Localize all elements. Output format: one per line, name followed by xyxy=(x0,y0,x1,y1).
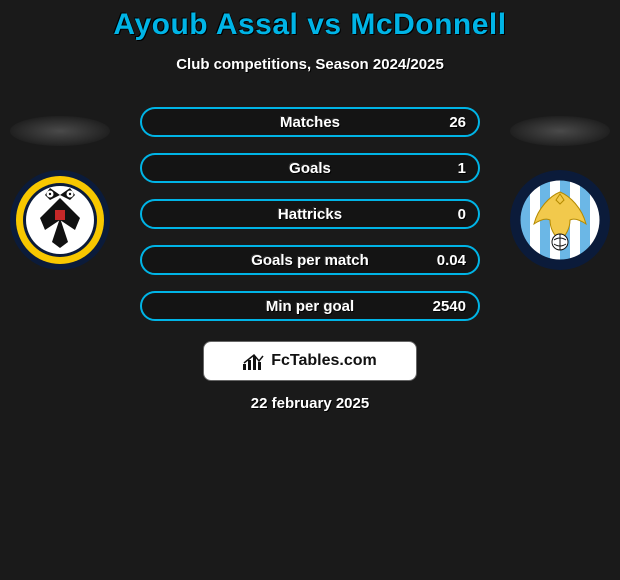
stat-label: Matches xyxy=(280,114,340,131)
stat-label: Min per goal xyxy=(266,298,354,315)
page-title: Ayoub Assal vs McDonnell xyxy=(0,0,620,42)
player-photo-placeholder xyxy=(10,116,110,146)
stat-right-value: 26 xyxy=(449,109,466,135)
stat-right-value: 0 xyxy=(458,201,466,227)
subtitle: Club competitions, Season 2024/2025 xyxy=(0,56,620,73)
attribution-text: FcTables.com xyxy=(271,352,377,370)
stat-right-value: 0.04 xyxy=(437,247,466,273)
stat-row: Min per goal 2540 xyxy=(140,291,480,321)
attribution-box: FcTables.com xyxy=(203,341,417,381)
club-crest-left xyxy=(10,170,110,270)
date-label: 22 february 2025 xyxy=(0,395,620,412)
stat-label: Hattricks xyxy=(278,206,342,223)
stat-right-value: 1 xyxy=(458,155,466,181)
stat-row: Goals per match 0.04 xyxy=(140,245,480,275)
right-player-column xyxy=(510,116,610,270)
stat-right-value: 2540 xyxy=(433,293,466,319)
stat-row: Matches 26 xyxy=(140,107,480,137)
player-photo-placeholder xyxy=(510,116,610,146)
stat-row: Hattricks 0 xyxy=(140,199,480,229)
left-player-column xyxy=(10,116,110,270)
stat-label: Goals xyxy=(289,160,331,177)
club-crest-right xyxy=(510,170,610,270)
chart-icon xyxy=(243,352,265,370)
stat-label: Goals per match xyxy=(251,252,369,269)
stat-row: Goals 1 xyxy=(140,153,480,183)
